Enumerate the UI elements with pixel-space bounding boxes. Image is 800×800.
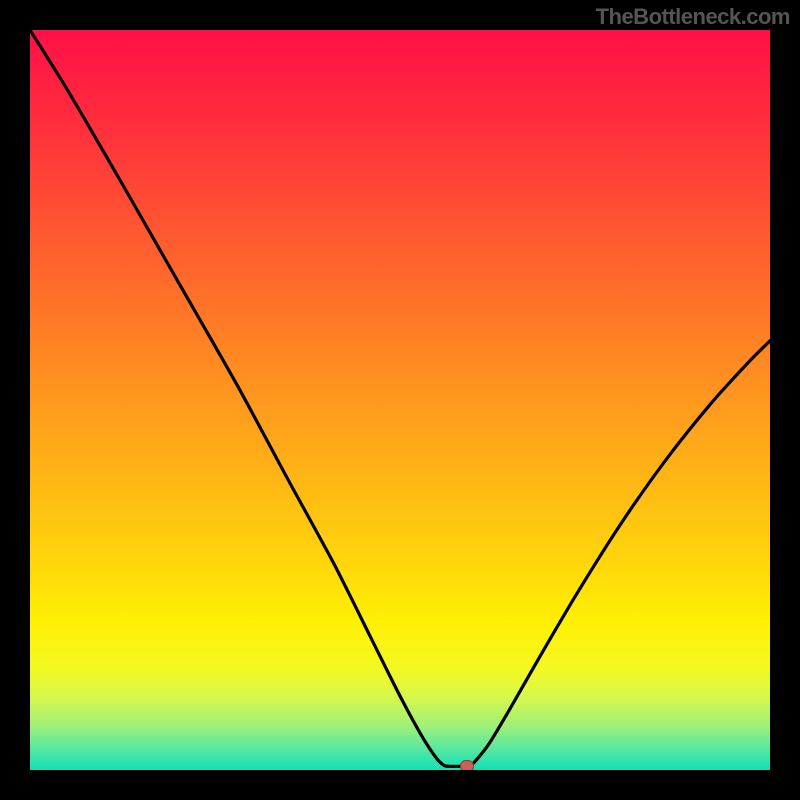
- bottleneck-curve: [30, 30, 770, 770]
- watermark-text: TheBottleneck.com: [596, 4, 790, 30]
- optimal-point-marker: [460, 760, 474, 770]
- plot-area: [30, 30, 770, 770]
- curve-path: [30, 30, 770, 767]
